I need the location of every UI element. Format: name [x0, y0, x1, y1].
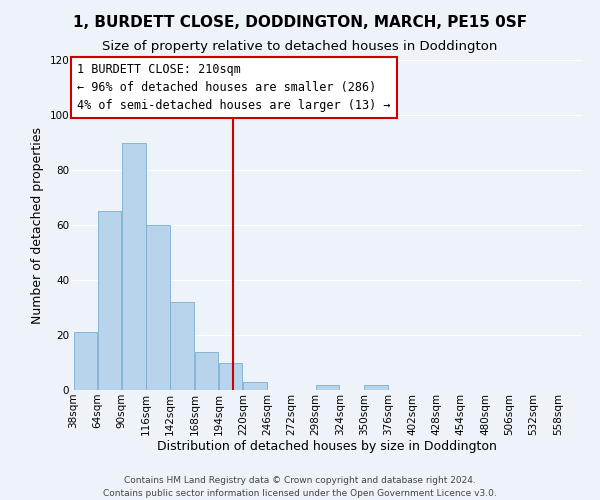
Bar [122, 142, 146, 390]
Y-axis label: Number of detached properties: Number of detached properties [31, 126, 44, 324]
Bar [364, 384, 388, 390]
Text: 1, BURDETT CLOSE, DODDINGTON, MARCH, PE15 0SF: 1, BURDETT CLOSE, DODDINGTON, MARCH, PE1… [73, 15, 527, 30]
Text: 1 BURDETT CLOSE: 210sqm
← 96% of detached houses are smaller (286)
4% of semi-de: 1 BURDETT CLOSE: 210sqm ← 96% of detache… [77, 64, 391, 112]
Bar [195, 352, 218, 390]
Bar [74, 332, 97, 390]
Bar [219, 362, 242, 390]
Bar [243, 382, 266, 390]
Bar [170, 302, 194, 390]
Bar [98, 211, 121, 390]
X-axis label: Distribution of detached houses by size in Doddington: Distribution of detached houses by size … [157, 440, 497, 454]
Text: Size of property relative to detached houses in Doddington: Size of property relative to detached ho… [103, 40, 497, 53]
Bar [146, 225, 170, 390]
Bar [316, 384, 340, 390]
Text: Contains HM Land Registry data © Crown copyright and database right 2024.
Contai: Contains HM Land Registry data © Crown c… [103, 476, 497, 498]
